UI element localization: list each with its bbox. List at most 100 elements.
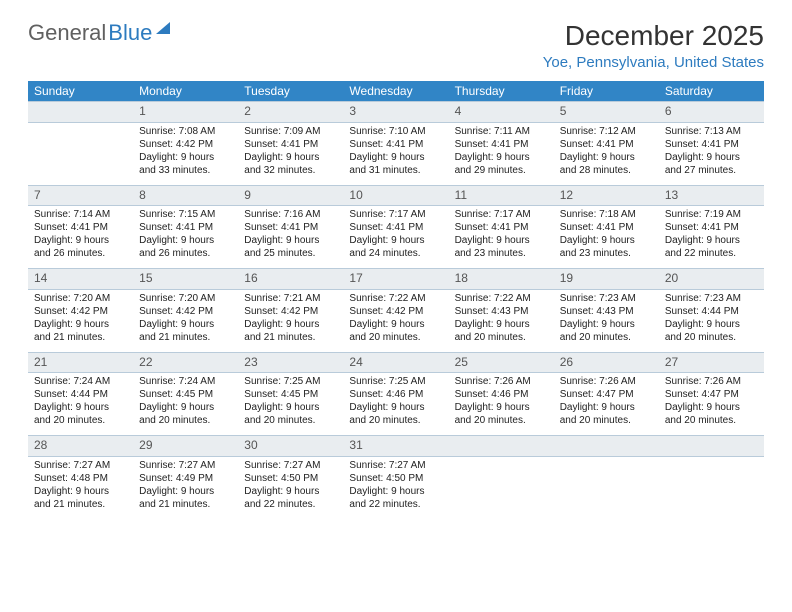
sunset-text: Sunset: 4:41 PM [244, 221, 337, 234]
day-cell: Sunrise: 7:16 AMSunset: 4:41 PMDaylight:… [238, 206, 343, 269]
day-cell: Sunrise: 7:12 AMSunset: 4:41 PMDaylight:… [554, 122, 659, 185]
brand-logo: GeneralBlue [28, 20, 170, 46]
sunset-text: Sunset: 4:46 PM [349, 388, 442, 401]
sunrise-text: Sunrise: 7:21 AM [244, 292, 337, 305]
sunset-text: Sunset: 4:46 PM [455, 388, 548, 401]
daylight-text: Daylight: 9 hours and 21 minutes. [34, 485, 127, 511]
brand-part2: Blue [108, 20, 152, 46]
daylight-text: Daylight: 9 hours and 29 minutes. [455, 151, 548, 177]
sunset-text: Sunset: 4:41 PM [349, 138, 442, 151]
day-number: 31 [343, 436, 448, 457]
calendar-table: SundayMondayTuesdayWednesdayThursdayFrid… [28, 81, 764, 519]
day-header: Wednesday [343, 81, 448, 102]
day-header: Saturday [659, 81, 764, 102]
day-cell: Sunrise: 7:27 AMSunset: 4:50 PMDaylight:… [343, 456, 448, 519]
day-number: 5 [554, 102, 659, 123]
daylight-text: Daylight: 9 hours and 20 minutes. [349, 318, 442, 344]
day-cell: Sunrise: 7:23 AMSunset: 4:44 PMDaylight:… [659, 289, 764, 352]
detail-row: Sunrise: 7:14 AMSunset: 4:41 PMDaylight:… [28, 206, 764, 269]
sunrise-text: Sunrise: 7:25 AM [244, 375, 337, 388]
day-number: 28 [28, 436, 133, 457]
day-cell: Sunrise: 7:18 AMSunset: 4:41 PMDaylight:… [554, 206, 659, 269]
sunrise-text: Sunrise: 7:22 AM [349, 292, 442, 305]
day-number: 30 [238, 436, 343, 457]
sunrise-text: Sunrise: 7:12 AM [560, 125, 653, 138]
sunset-text: Sunset: 4:41 PM [560, 138, 653, 151]
daylight-text: Daylight: 9 hours and 21 minutes. [244, 318, 337, 344]
daylight-text: Daylight: 9 hours and 20 minutes. [455, 318, 548, 344]
sunset-text: Sunset: 4:41 PM [349, 221, 442, 234]
sunrise-text: Sunrise: 7:26 AM [455, 375, 548, 388]
day-number: 21 [28, 352, 133, 373]
detail-row: Sunrise: 7:20 AMSunset: 4:42 PMDaylight:… [28, 289, 764, 352]
sunrise-text: Sunrise: 7:24 AM [139, 375, 232, 388]
daylight-text: Daylight: 9 hours and 20 minutes. [455, 401, 548, 427]
sunset-text: Sunset: 4:47 PM [665, 388, 758, 401]
sunset-text: Sunset: 4:47 PM [560, 388, 653, 401]
sunset-text: Sunset: 4:50 PM [244, 472, 337, 485]
daylight-text: Daylight: 9 hours and 26 minutes. [139, 234, 232, 260]
sunrise-text: Sunrise: 7:26 AM [665, 375, 758, 388]
day-cell: Sunrise: 7:26 AMSunset: 4:46 PMDaylight:… [449, 373, 554, 436]
sunrise-text: Sunrise: 7:14 AM [34, 208, 127, 221]
day-header: Sunday [28, 81, 133, 102]
day-cell: Sunrise: 7:27 AMSunset: 4:49 PMDaylight:… [133, 456, 238, 519]
daynum-row: 28293031 [28, 436, 764, 457]
daylight-text: Daylight: 9 hours and 20 minutes. [665, 401, 758, 427]
sunrise-text: Sunrise: 7:08 AM [139, 125, 232, 138]
day-header: Monday [133, 81, 238, 102]
sunrise-text: Sunrise: 7:19 AM [665, 208, 758, 221]
sunrise-text: Sunrise: 7:27 AM [349, 459, 442, 472]
sunset-text: Sunset: 4:41 PM [455, 138, 548, 151]
day-number: 8 [133, 185, 238, 206]
day-number: 2 [238, 102, 343, 123]
day-cell [28, 122, 133, 185]
day-cell: Sunrise: 7:26 AMSunset: 4:47 PMDaylight:… [554, 373, 659, 436]
day-number: 24 [343, 352, 448, 373]
day-number: 22 [133, 352, 238, 373]
detail-row: Sunrise: 7:08 AMSunset: 4:42 PMDaylight:… [28, 122, 764, 185]
day-cell: Sunrise: 7:08 AMSunset: 4:42 PMDaylight:… [133, 122, 238, 185]
day-cell [449, 456, 554, 519]
daylight-text: Daylight: 9 hours and 25 minutes. [244, 234, 337, 260]
title-block: December 2025 Yoe, Pennsylvania, United … [543, 20, 764, 71]
day-cell: Sunrise: 7:24 AMSunset: 4:45 PMDaylight:… [133, 373, 238, 436]
sunset-text: Sunset: 4:42 PM [139, 305, 232, 318]
daylight-text: Daylight: 9 hours and 20 minutes. [560, 401, 653, 427]
day-cell: Sunrise: 7:20 AMSunset: 4:42 PMDaylight:… [28, 289, 133, 352]
day-number: 17 [343, 269, 448, 290]
day-cell: Sunrise: 7:11 AMSunset: 4:41 PMDaylight:… [449, 122, 554, 185]
day-number: 11 [449, 185, 554, 206]
sunrise-text: Sunrise: 7:18 AM [560, 208, 653, 221]
day-cell: Sunrise: 7:25 AMSunset: 4:45 PMDaylight:… [238, 373, 343, 436]
day-number: 4 [449, 102, 554, 123]
day-number: 14 [28, 269, 133, 290]
day-number [659, 436, 764, 457]
daynum-row: 14151617181920 [28, 269, 764, 290]
day-number: 1 [133, 102, 238, 123]
day-cell: Sunrise: 7:22 AMSunset: 4:42 PMDaylight:… [343, 289, 448, 352]
sunrise-text: Sunrise: 7:24 AM [34, 375, 127, 388]
sunset-text: Sunset: 4:42 PM [349, 305, 442, 318]
day-cell: Sunrise: 7:19 AMSunset: 4:41 PMDaylight:… [659, 206, 764, 269]
daynum-row: 21222324252627 [28, 352, 764, 373]
daylight-text: Daylight: 9 hours and 33 minutes. [139, 151, 232, 177]
sunrise-text: Sunrise: 7:15 AM [139, 208, 232, 221]
sunrise-text: Sunrise: 7:16 AM [244, 208, 337, 221]
daylight-text: Daylight: 9 hours and 27 minutes. [665, 151, 758, 177]
day-number: 13 [659, 185, 764, 206]
sunset-text: Sunset: 4:45 PM [244, 388, 337, 401]
day-header: Tuesday [238, 81, 343, 102]
day-number: 23 [238, 352, 343, 373]
day-cell: Sunrise: 7:17 AMSunset: 4:41 PMDaylight:… [449, 206, 554, 269]
sunset-text: Sunset: 4:41 PM [244, 138, 337, 151]
sunrise-text: Sunrise: 7:11 AM [455, 125, 548, 138]
daylight-text: Daylight: 9 hours and 23 minutes. [560, 234, 653, 260]
day-number: 16 [238, 269, 343, 290]
sunrise-text: Sunrise: 7:26 AM [560, 375, 653, 388]
day-cell [659, 456, 764, 519]
day-number: 9 [238, 185, 343, 206]
day-number: 7 [28, 185, 133, 206]
day-cell: Sunrise: 7:14 AMSunset: 4:41 PMDaylight:… [28, 206, 133, 269]
sunset-text: Sunset: 4:50 PM [349, 472, 442, 485]
